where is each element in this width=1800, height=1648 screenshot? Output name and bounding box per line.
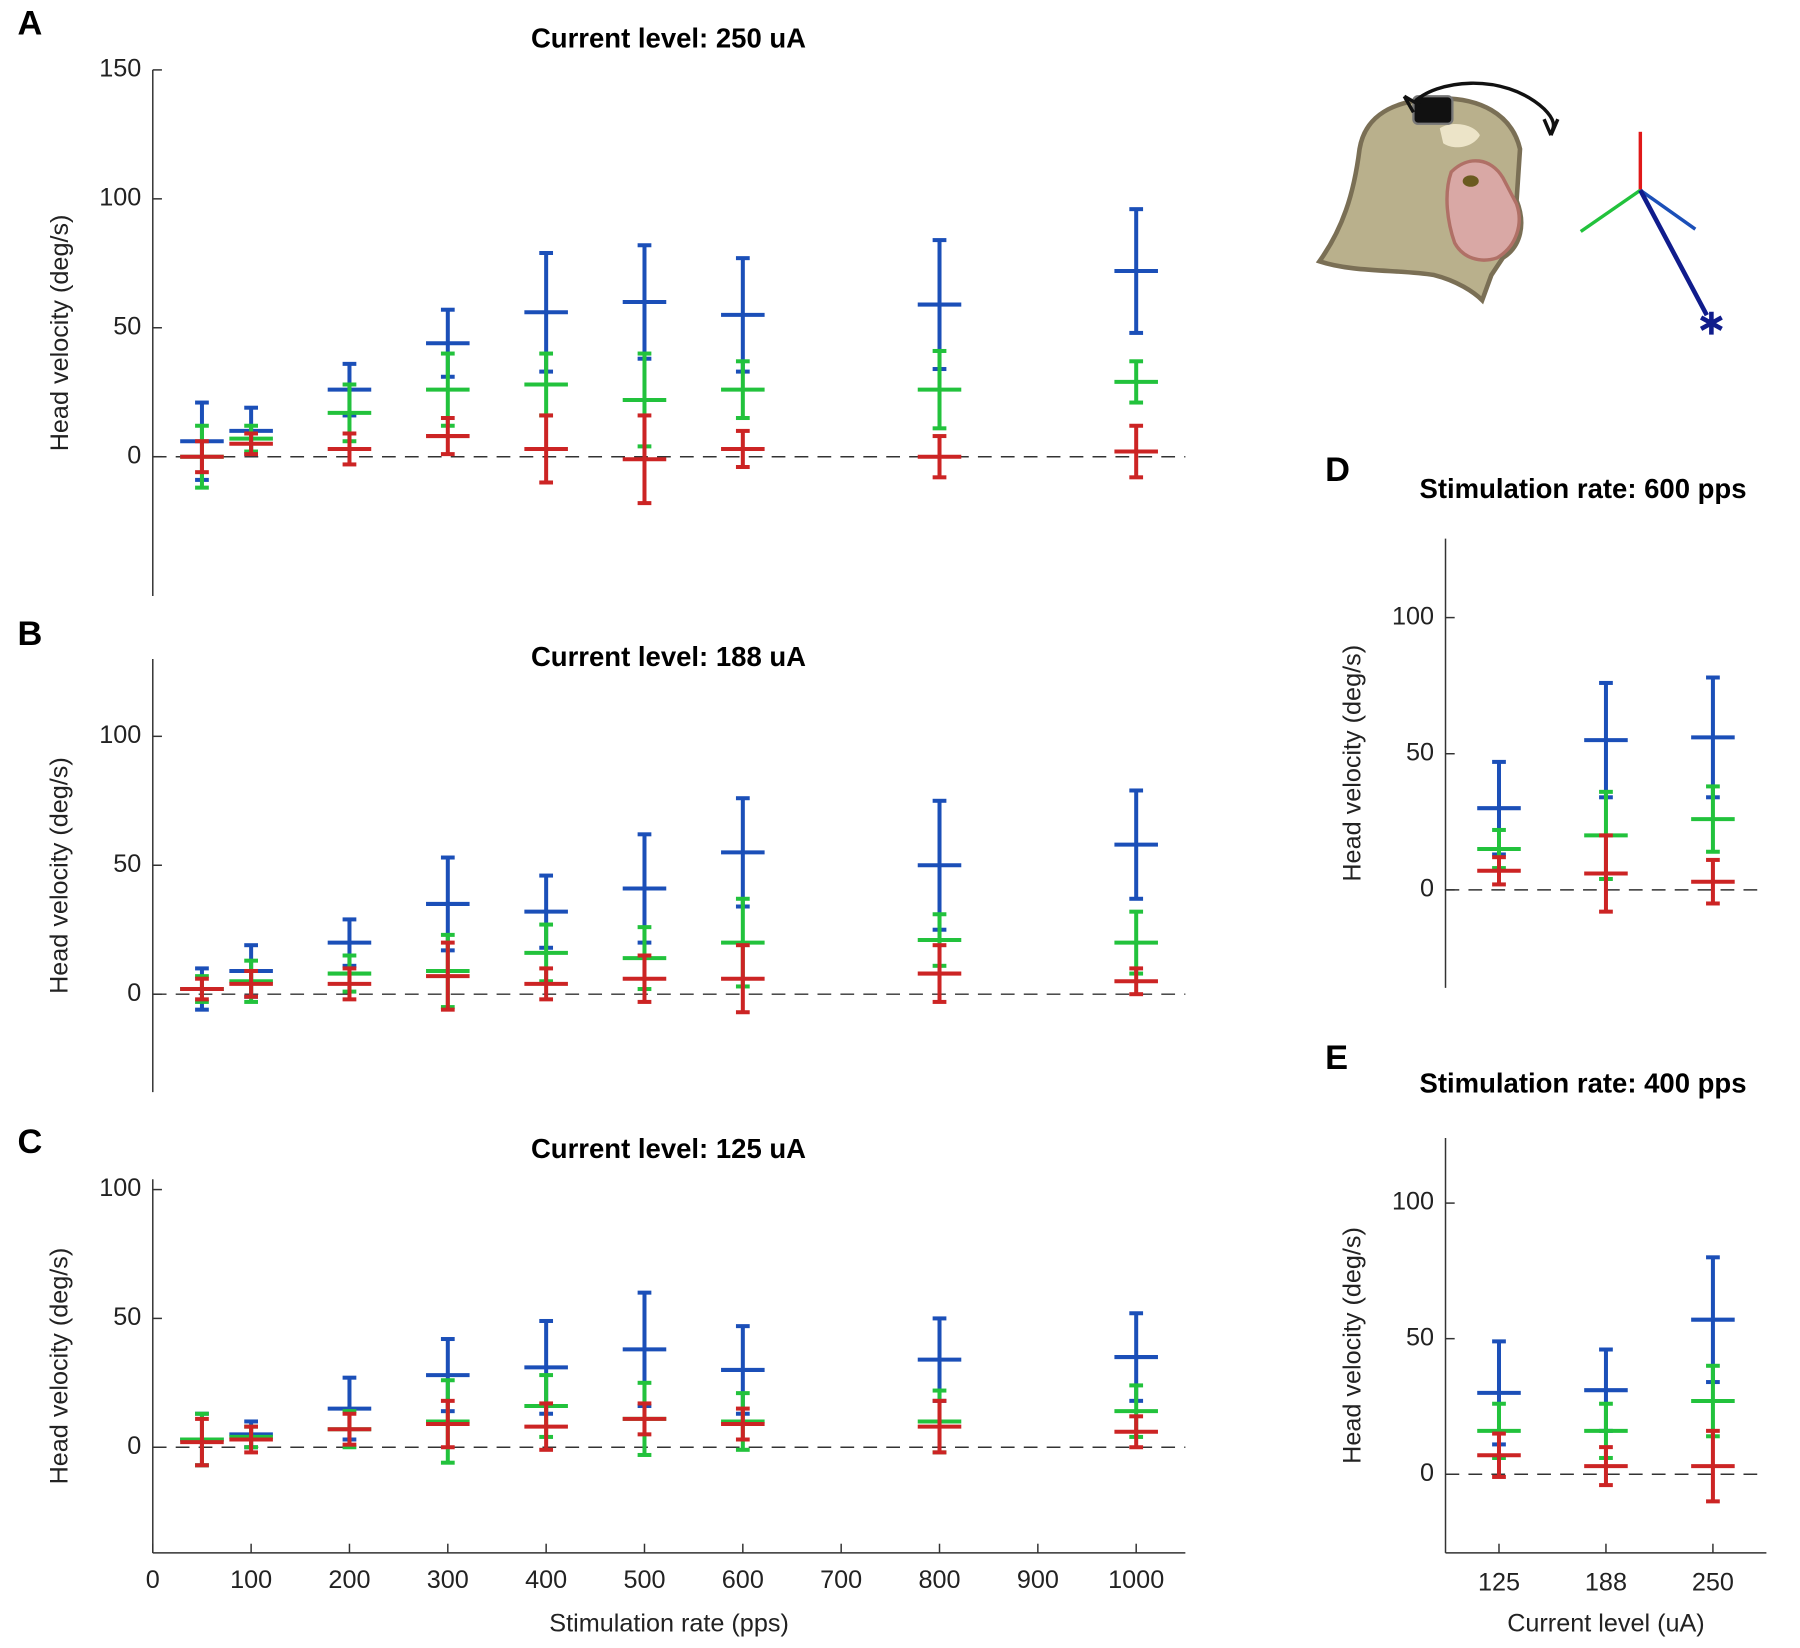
x-tick-label: 900: [1017, 1566, 1059, 1594]
y-axis-label: Head velocity (deg/s): [1338, 1227, 1366, 1464]
chart-title: Current level: 250 uA: [531, 22, 806, 53]
x-tick-label: 188: [1585, 1568, 1627, 1596]
y-tick-label: 0: [127, 979, 141, 1007]
x-axis-label: Current level (uA): [1507, 1610, 1705, 1638]
y-tick-label: 50: [1406, 738, 1434, 766]
x-tick-label: 800: [918, 1566, 960, 1594]
y-tick-label: 100: [99, 1174, 141, 1202]
y-axis-label: Head velocity (deg/s): [1338, 645, 1366, 882]
x-tick-label: 125: [1478, 1568, 1520, 1596]
x-tick-label: 1000: [1108, 1566, 1164, 1594]
chart-title: Stimulation rate: 400 pps: [1420, 1068, 1747, 1099]
monkey-illustration: [1315, 81, 1723, 335]
x-tick-label: 100: [230, 1566, 272, 1594]
chart-title: Current level: 125 uA: [531, 1133, 806, 1164]
x-tick-label: 700: [820, 1566, 862, 1594]
x-tick-label: 500: [623, 1566, 665, 1594]
arrow-head: [1542, 118, 1560, 136]
rotation-arrow: [1412, 81, 1556, 134]
y-axis-label: Head velocity (deg/s): [46, 1248, 74, 1485]
x-tick-label: 400: [525, 1566, 567, 1594]
eye: [1462, 175, 1479, 187]
axis-green: [1579, 188, 1642, 233]
chart-title: Stimulation rate: 600 pps: [1420, 473, 1747, 504]
sensor: [1412, 95, 1454, 125]
panel-letter: E: [1325, 1039, 1348, 1077]
y-tick-label: 0: [1420, 875, 1434, 903]
arrow-head: [1402, 94, 1422, 114]
x-tick-label: 300: [427, 1566, 469, 1594]
panel-letter: B: [18, 615, 43, 653]
y-tick-label: 0: [127, 1432, 141, 1460]
y-tick-label: 0: [1420, 1459, 1434, 1487]
y-tick-label: 50: [1406, 1323, 1434, 1351]
y-tick-label: 50: [113, 1303, 141, 1331]
y-tick-label: 0: [127, 441, 141, 469]
panel-letter: D: [1325, 451, 1350, 489]
x-tick-label: 200: [328, 1566, 370, 1594]
star: [1699, 311, 1723, 335]
rotation-axis: [1638, 189, 1709, 317]
y-axis-label: Head velocity (deg/s): [46, 757, 74, 994]
panel-letter: C: [18, 1123, 43, 1161]
x-tick-label: 250: [1692, 1568, 1734, 1596]
axis-blue: [1639, 188, 1697, 231]
y-tick-label: 100: [1392, 1188, 1434, 1216]
y-axis-label: Head velocity (deg/s): [46, 215, 74, 452]
y-tick-label: 100: [99, 183, 141, 211]
x-tick-label: 600: [722, 1566, 764, 1594]
y-tick-label: 100: [1392, 602, 1434, 630]
panel-letter: A: [18, 4, 43, 42]
face: [1445, 159, 1521, 262]
y-tick-label: 150: [99, 55, 141, 83]
y-tick-label: 50: [113, 850, 141, 878]
x-tick-label: 0: [146, 1566, 160, 1594]
y-tick-label: 50: [113, 312, 141, 340]
x-axis-label: Stimulation rate (pps): [549, 1610, 789, 1638]
y-tick-label: 100: [99, 721, 141, 749]
chart-title: Current level: 188 uA: [531, 641, 806, 672]
ear: [1439, 123, 1480, 148]
